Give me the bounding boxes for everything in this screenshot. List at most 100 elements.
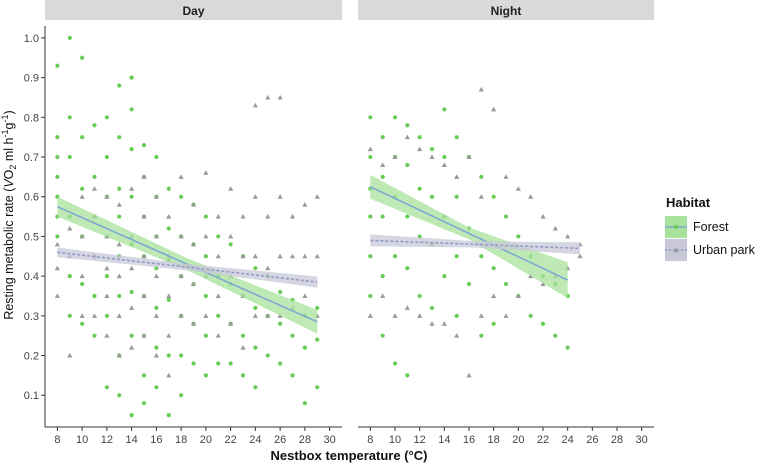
x-tick-label: 26 bbox=[274, 434, 286, 446]
point-forest bbox=[154, 154, 159, 160]
point-urban-park bbox=[552, 225, 558, 231]
point-forest bbox=[228, 242, 233, 247]
point-forest bbox=[479, 254, 484, 259]
point-forest bbox=[454, 254, 459, 259]
strip-night-label: Night bbox=[491, 4, 522, 18]
point-forest bbox=[104, 115, 109, 120]
point-forest bbox=[92, 123, 97, 128]
point-urban-park bbox=[277, 194, 283, 199]
point-forest bbox=[67, 313, 72, 318]
point-forest bbox=[380, 135, 385, 140]
point-urban-park bbox=[454, 174, 460, 179]
y-tick-label: 0.8 bbox=[24, 112, 39, 124]
point-forest bbox=[491, 266, 496, 271]
point-urban-park bbox=[116, 352, 122, 358]
point-forest bbox=[392, 361, 398, 366]
point-urban-park bbox=[491, 293, 497, 298]
point-urban-park bbox=[503, 174, 509, 179]
ci-band-forest bbox=[370, 174, 568, 298]
point-urban-park bbox=[215, 253, 221, 259]
x-tick-label: 20 bbox=[200, 434, 212, 446]
point-urban-park bbox=[380, 162, 386, 167]
panel-day: Day bbox=[45, 0, 342, 418]
x-tick-label: 26 bbox=[586, 434, 598, 446]
point-urban-park bbox=[215, 333, 221, 338]
point-forest bbox=[405, 162, 410, 168]
point-forest bbox=[380, 333, 385, 338]
y-tick-label: 1.0 bbox=[24, 33, 39, 45]
point-urban-park bbox=[392, 313, 398, 318]
point-forest bbox=[80, 135, 85, 140]
point-forest bbox=[80, 281, 85, 287]
point-forest bbox=[92, 333, 97, 338]
x-axis-title: Nestbox temperature (°C) bbox=[271, 448, 428, 463]
point-forest bbox=[154, 385, 159, 390]
point-forest bbox=[191, 361, 196, 366]
point-forest bbox=[454, 135, 459, 140]
x-tick-label: 14 bbox=[438, 434, 450, 446]
point-forest bbox=[67, 274, 72, 279]
point-forest bbox=[117, 186, 122, 191]
x-tick-label: 16 bbox=[463, 434, 475, 446]
x-tick-label: 22 bbox=[537, 434, 549, 446]
point-forest bbox=[417, 234, 422, 239]
point-forest bbox=[104, 385, 109, 390]
point-forest bbox=[302, 345, 307, 350]
point-urban-park bbox=[491, 106, 497, 112]
point-forest bbox=[368, 254, 373, 259]
point-urban-park bbox=[265, 313, 271, 318]
y-tick-label: 0.2 bbox=[24, 351, 39, 363]
legend-point-urban-park bbox=[673, 247, 679, 253]
point-urban-park bbox=[153, 194, 159, 199]
point-forest bbox=[278, 289, 283, 295]
point-forest bbox=[67, 154, 72, 160]
point-urban-park bbox=[215, 293, 221, 298]
point-urban-park bbox=[153, 233, 159, 239]
point-urban-park bbox=[190, 281, 197, 287]
y-axis-title-main: Resting metabolic rate ( bbox=[2, 187, 16, 320]
point-urban-park bbox=[79, 273, 85, 279]
point-forest bbox=[429, 194, 435, 199]
point-forest bbox=[290, 333, 295, 338]
point-forest bbox=[104, 154, 109, 160]
point-urban-park bbox=[67, 225, 73, 231]
ci-band-urban-park bbox=[370, 234, 580, 255]
x-tick-label: 10 bbox=[389, 434, 401, 446]
point-forest bbox=[216, 313, 221, 318]
point-urban-park bbox=[392, 154, 398, 160]
point-forest bbox=[466, 281, 472, 287]
x-tick-label: 14 bbox=[126, 434, 138, 446]
point-urban-park bbox=[515, 293, 521, 298]
point-forest bbox=[80, 186, 85, 191]
point-urban-park bbox=[141, 213, 147, 219]
point-forest bbox=[380, 274, 385, 279]
point-forest bbox=[253, 305, 258, 310]
point-urban-park bbox=[116, 313, 122, 318]
plot-area-night bbox=[367, 86, 583, 378]
point-urban-park bbox=[153, 313, 159, 318]
point-forest bbox=[417, 186, 422, 191]
point-urban-park bbox=[277, 313, 283, 318]
point-forest bbox=[203, 214, 208, 219]
point-forest bbox=[154, 305, 159, 310]
point-forest bbox=[405, 214, 410, 219]
x-tick-label: 18 bbox=[175, 434, 187, 446]
point-forest bbox=[392, 115, 398, 120]
point-urban-park bbox=[565, 233, 571, 239]
point-forest bbox=[166, 297, 171, 303]
fit-line-urban-park bbox=[57, 251, 318, 283]
point-forest bbox=[528, 313, 533, 318]
point-urban-park bbox=[466, 154, 472, 160]
point-urban-park bbox=[367, 146, 373, 152]
point-urban-park bbox=[166, 372, 172, 378]
x-tick-label: 10 bbox=[76, 434, 88, 446]
x-tick-label: 24 bbox=[562, 434, 574, 446]
point-urban-park bbox=[454, 333, 460, 338]
point-forest bbox=[278, 321, 283, 326]
point-urban-park bbox=[153, 352, 159, 358]
point-urban-park bbox=[240, 213, 246, 219]
y-axis-title-close: ) bbox=[2, 110, 16, 114]
plot-area-day bbox=[54, 35, 320, 418]
point-urban-park bbox=[141, 293, 147, 298]
point-forest bbox=[503, 214, 509, 219]
